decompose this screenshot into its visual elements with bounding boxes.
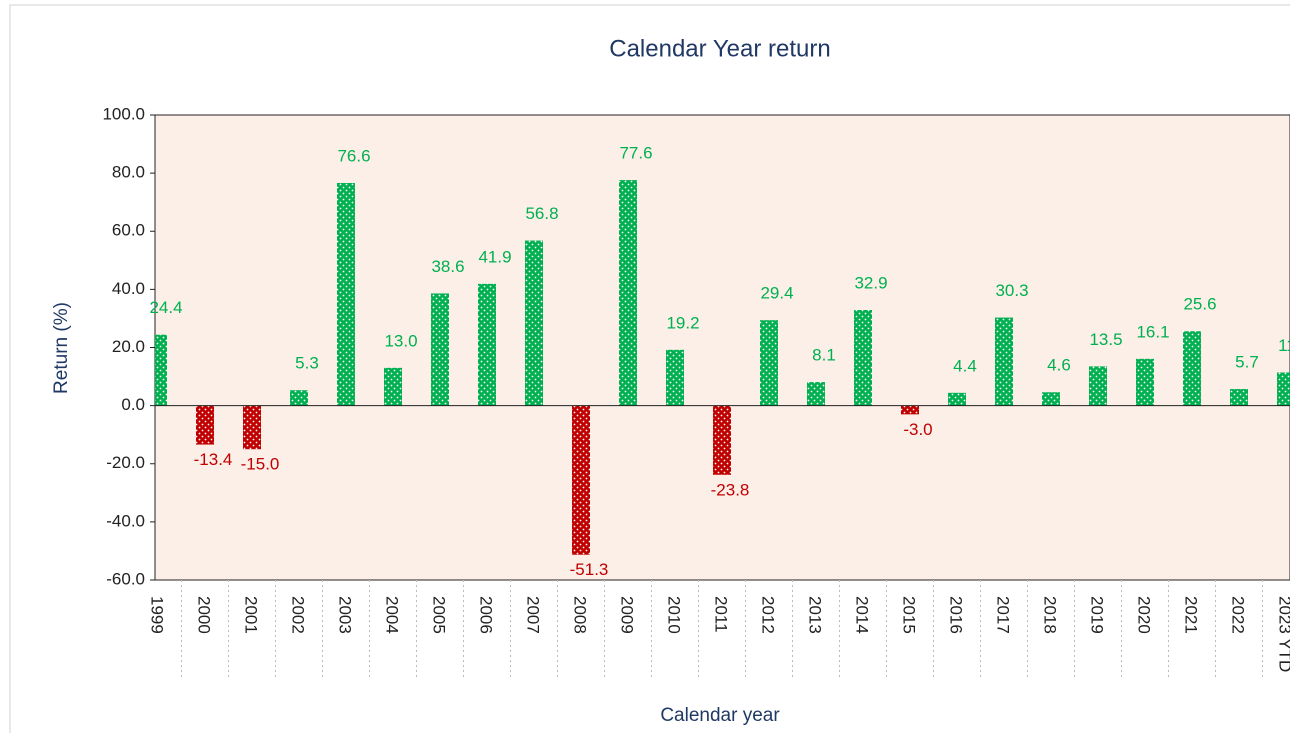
x-tick-label: 2019 xyxy=(1088,596,1107,634)
bar xyxy=(666,349,684,406)
bar xyxy=(1136,358,1154,406)
y-tick-label: -40.0 xyxy=(106,511,145,530)
data-label: 30.3 xyxy=(995,281,1028,300)
data-label: 77.6 xyxy=(619,144,652,163)
data-label: 76.6 xyxy=(337,146,370,165)
x-tick-label: 2020 xyxy=(1135,596,1154,634)
bar xyxy=(1277,372,1290,406)
y-tick-label: 60.0 xyxy=(112,221,145,240)
data-label: 13.0 xyxy=(384,331,417,350)
bar xyxy=(995,317,1013,406)
data-label: -23.8 xyxy=(711,480,750,499)
x-tick-label: 2001 xyxy=(242,596,261,634)
x-tick-label: 2013 xyxy=(806,596,825,634)
data-label: -13.4 xyxy=(194,450,233,469)
bar xyxy=(948,392,966,406)
x-tick-label: 2010 xyxy=(665,596,684,634)
bar xyxy=(196,405,214,445)
data-label: 24.4 xyxy=(149,298,182,317)
data-label: 25.6 xyxy=(1183,295,1216,314)
bar xyxy=(1183,331,1201,406)
y-axis-title: Return (%) xyxy=(51,302,72,394)
y-tick-label: 40.0 xyxy=(112,279,145,298)
data-label: 13.5 xyxy=(1089,330,1122,349)
bar xyxy=(901,405,919,415)
y-tick-label: 80.0 xyxy=(112,163,145,182)
bar xyxy=(1042,392,1060,406)
x-tick-label: 2008 xyxy=(571,596,590,634)
bar xyxy=(713,405,731,475)
bar xyxy=(1230,389,1248,406)
data-label: 29.4 xyxy=(760,284,793,303)
x-tick-label: 2022 xyxy=(1229,596,1248,634)
data-label: -3.0 xyxy=(903,420,932,439)
data-label: 38.6 xyxy=(431,257,464,276)
data-label: 8.1 xyxy=(812,346,836,365)
data-label: 16.1 xyxy=(1136,322,1169,341)
data-label: 56.8 xyxy=(525,204,558,223)
x-tick-label: 2014 xyxy=(853,596,872,634)
y-tick-label: 0.0 xyxy=(121,395,145,414)
bar xyxy=(619,180,637,406)
data-label: -51.3 xyxy=(570,560,609,579)
x-tick-label: 2018 xyxy=(1041,596,1060,634)
x-tick-label: 2016 xyxy=(947,596,966,634)
x-tick-label: 2011 xyxy=(712,596,731,633)
x-tick-label: 1999 xyxy=(148,596,167,634)
data-label: 11.4 xyxy=(1278,336,1290,355)
x-tick-label: 2007 xyxy=(524,596,543,634)
data-label: -15.0 xyxy=(241,455,280,474)
y-tick-label: 20.0 xyxy=(112,337,145,356)
chart-title: Calendar Year return xyxy=(609,35,830,62)
data-label: 5.3 xyxy=(295,354,319,373)
x-tick-label: 2009 xyxy=(618,596,637,634)
plot xyxy=(155,180,1290,555)
bar xyxy=(337,183,355,406)
bar xyxy=(760,320,778,406)
x-tick-label: 2002 xyxy=(289,596,308,634)
data-label: 4.6 xyxy=(1047,356,1071,375)
bar xyxy=(1089,366,1107,406)
x-tick-label: 2017 xyxy=(994,596,1013,634)
y-tick-label: -20.0 xyxy=(106,453,145,472)
bar xyxy=(384,367,402,406)
bar xyxy=(155,334,167,406)
x-tick-label: 2000 xyxy=(195,596,214,634)
data-label: 4.4 xyxy=(953,356,977,375)
bar xyxy=(854,310,872,406)
y-tick-label: 100.0 xyxy=(102,104,145,123)
x-tick-label: 2021 xyxy=(1182,596,1201,634)
bar xyxy=(431,293,449,406)
bar xyxy=(807,382,825,406)
data-label: 41.9 xyxy=(478,247,511,266)
data-label: 32.9 xyxy=(854,273,887,292)
bar xyxy=(572,405,590,555)
x-tick-label: 2015 xyxy=(900,596,919,634)
bar xyxy=(525,240,543,406)
y-tick-label: -60.0 xyxy=(106,569,145,588)
data-label: 19.2 xyxy=(666,313,699,332)
x-tick-label: 2003 xyxy=(336,596,355,634)
bar xyxy=(243,405,261,450)
x-tick-label: 2006 xyxy=(477,596,496,634)
bar xyxy=(290,390,308,406)
x-tick-label: 2004 xyxy=(383,596,402,634)
x-axis-title: Calendar year xyxy=(660,705,780,726)
bar xyxy=(478,283,496,406)
x-tick-label: 2012 xyxy=(759,596,778,634)
data-label: 5.7 xyxy=(1235,353,1259,372)
x-tick-label: 2005 xyxy=(430,596,449,634)
x-tick-label: 2023 YTD xyxy=(1276,596,1290,672)
